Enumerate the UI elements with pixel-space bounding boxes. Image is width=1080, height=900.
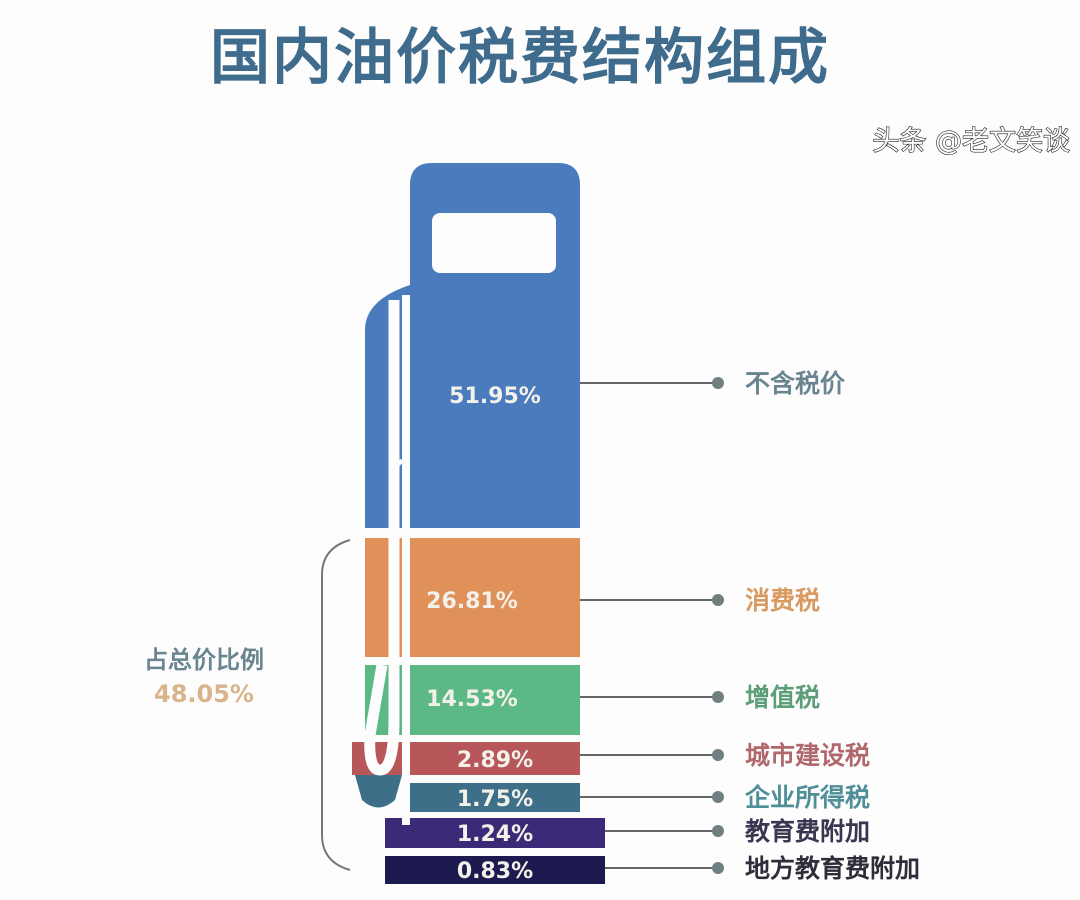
pump-hose xyxy=(340,295,590,825)
category-label: 地方教育费附加 xyxy=(745,854,920,883)
connector-dot xyxy=(712,749,724,761)
hose-bend xyxy=(392,458,404,528)
bracket xyxy=(321,539,351,871)
bracket-label: 占总价比例 xyxy=(144,646,264,674)
category-label: 不含税价 xyxy=(745,369,846,398)
category-label: 教育费附加 xyxy=(745,817,870,846)
pump-window xyxy=(432,213,556,273)
segment-3 xyxy=(365,665,580,735)
segment-7 xyxy=(385,856,605,884)
connector-dot xyxy=(712,691,724,703)
category-label: 增值税 xyxy=(745,683,820,712)
segment-6 xyxy=(385,818,605,848)
category-label: 城市建设税 xyxy=(745,741,870,770)
segment-2 xyxy=(365,538,580,657)
watermark: 头条 @老文笑谈 xyxy=(872,126,1070,157)
hose-gap xyxy=(402,295,410,825)
segment-value-label: 0.83% xyxy=(457,859,533,884)
connector-dot xyxy=(712,377,724,389)
connector-dot xyxy=(712,791,724,803)
segment-4 xyxy=(410,742,580,775)
segment-value-label: 51.95% xyxy=(449,384,541,409)
segment-value-label: 26.81% xyxy=(426,589,518,614)
segment-value-label: 14.53% xyxy=(426,687,518,712)
connector-dot xyxy=(712,594,724,606)
connector-dot xyxy=(712,862,724,874)
segment-value-label: 1.75% xyxy=(457,787,533,812)
segment-gap xyxy=(340,735,590,742)
segment-gap xyxy=(340,528,590,538)
category-label: 企业所得税 xyxy=(745,783,870,812)
segment-value-label: 1.24% xyxy=(457,822,533,847)
segment-value-label: 2.89% xyxy=(457,748,533,773)
segment-gap xyxy=(340,657,590,665)
chart-title: 国内油价税费结构组成 xyxy=(210,23,830,93)
connector-dot xyxy=(712,825,724,837)
category-label: 消费税 xyxy=(745,586,820,615)
hose-nozzle-teal xyxy=(355,775,402,808)
bracket-value: 48.05% xyxy=(154,680,254,708)
segment-5 xyxy=(410,783,580,812)
